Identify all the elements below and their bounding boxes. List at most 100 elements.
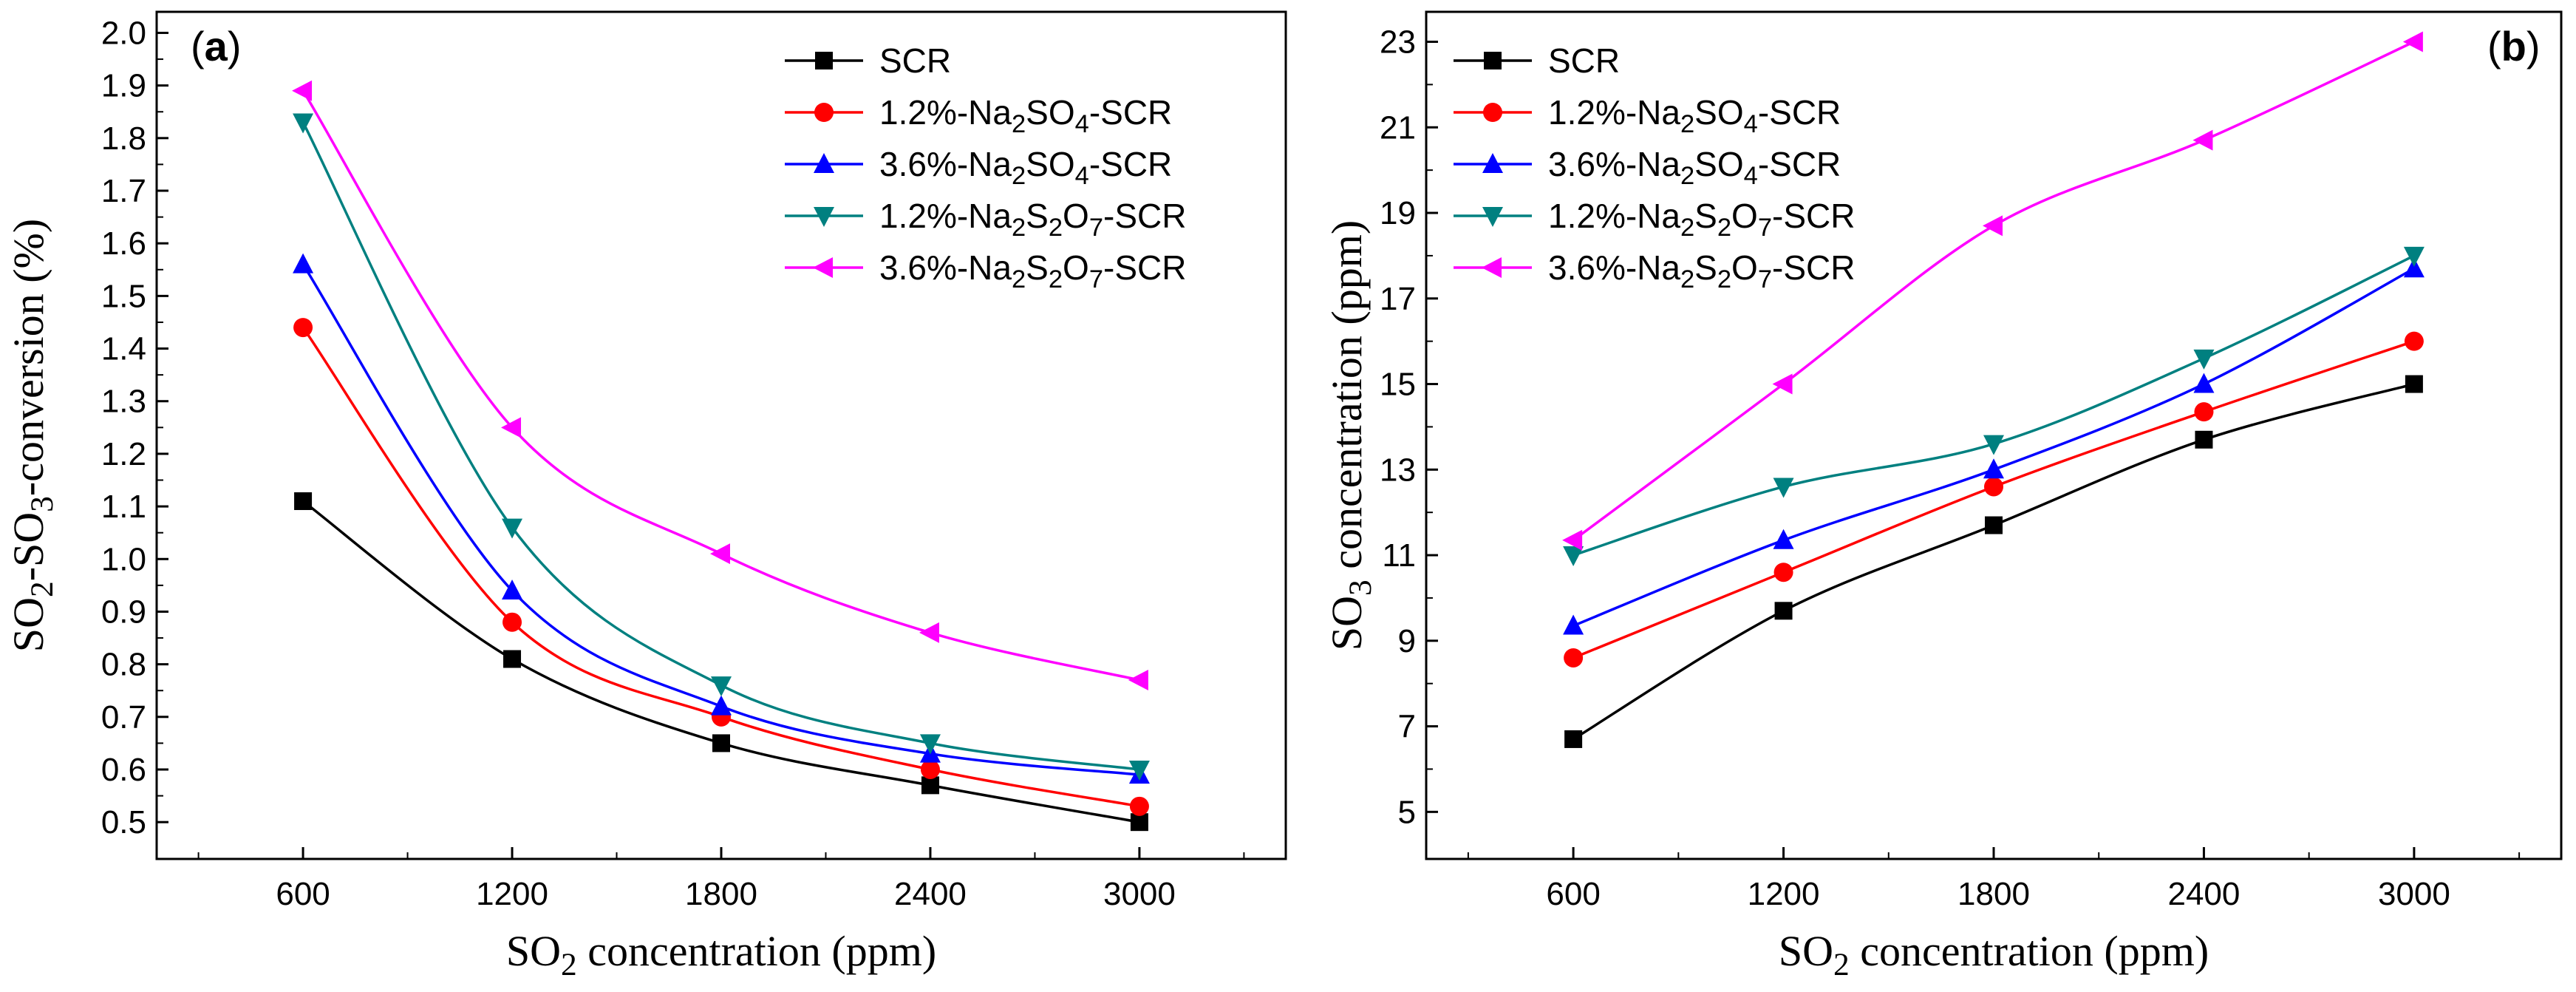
y-tick-label: 23 [1380,24,1416,61]
data-point [2192,129,2213,151]
data-point [1985,516,2003,534]
data-point [2195,430,2213,449]
data-point [1564,730,1583,748]
legend-label: 1.2%-Na2SO4-SCR [1548,93,1841,138]
legend-label-subscript: 2 [1012,214,1026,242]
legend-label-part: -SCR [1772,248,1855,287]
data-point [1129,796,1149,816]
y-axis-title-part: SO [1323,596,1371,650]
data-point [293,113,314,134]
legend-label-part: 3.6%-Na [1548,248,1680,287]
legend-label-part: S [1026,248,1049,287]
y-axis-title-part: -SO [4,512,52,581]
data-point [711,695,732,716]
data-point [1128,669,1148,690]
legend-label: 1.2%-Na2S2O7-SCR [879,197,1186,242]
legend-label-subscript: 4 [1744,110,1758,138]
legend-label-part: -SCR [1103,197,1186,235]
panel-label: (a) [191,23,241,69]
series-line [301,263,1140,776]
data-point [711,676,732,697]
legend-label-subscript: 4 [1744,162,1758,190]
y-tick-label: 0.5 [101,804,146,840]
legend-label-part: O [1731,248,1758,287]
y-tick-label: 1.8 [101,120,146,157]
legend-item-Na2S2O7_1.2: 1.2%-Na2S2O7-SCR [785,197,1186,242]
data-point [2402,31,2423,52]
data-point [1774,602,1793,620]
panel-label-paren: ( [191,23,205,69]
legend-marker [814,207,834,227]
legend-label-part: SCR [1548,41,1620,80]
data-point [2403,257,2425,278]
data-point [1772,373,1793,395]
legend-label: 1.2%-Na2S2O7-SCR [1548,197,1855,242]
y-axis-title: SO3 concentration (ppm) [1323,220,1378,650]
data-point [1773,478,1794,498]
data-point [293,318,313,338]
data-point [1983,215,2003,237]
legend-label-subscript: 2 [1717,214,1731,242]
data-point [502,612,522,632]
legend-label-subscript: 2 [1680,214,1694,242]
x-tick-label: 1800 [685,876,757,912]
y-tick-label: 13 [1380,452,1416,488]
legend: SCR1.2%-Na2SO4-SCR3.6%-Na2SO4-SCR1.2%-Na… [1454,41,1855,293]
x-axis-title: SO2 concentration (ppm) [506,927,936,982]
x-axis-title-part: concentration (ppm) [577,927,936,975]
y-tick-label: 1.6 [101,225,146,262]
data-point [921,776,939,795]
legend-label: 3.6%-Na2S2O7-SCR [1548,248,1855,293]
legend-label-part: -SCR [1772,197,1855,235]
data-point [710,543,730,565]
y-tick-label: 2.0 [101,15,146,51]
data-point [503,650,522,668]
y-axis-title-part: SO [4,597,52,652]
series-line [1572,340,2415,659]
legend-label-part: 1.2%-Na [879,93,1012,132]
y-tick-label: 1.2 [101,436,146,472]
x-axis-title-subscript: 2 [1833,947,1850,982]
legend-label-part: -SCR [1103,248,1186,287]
data-point [1562,529,1583,551]
x-tick-label: 3000 [2378,876,2450,912]
legend-item-SCR: SCR [785,41,951,80]
legend-item-Na2SO4_3.6: 3.6%-Na2SO4-SCR [785,145,1172,190]
legend-marker [814,153,834,173]
y-tick-label: 1.5 [101,278,146,314]
legend-marker [814,103,834,122]
data-point [712,734,730,753]
x-tick-label: 2400 [2167,876,2240,912]
data-point [2193,373,2215,393]
legend-label-part: S [1026,197,1049,235]
legend-item-Na2SO4_1.2: 1.2%-Na2SO4-SCR [1454,93,1841,138]
legend-label: 3.6%-Na2SO4-SCR [1548,145,1841,190]
legend-label-subscript: 7 [1089,265,1103,293]
data-point [1564,648,1584,667]
legend-marker [1483,103,1502,122]
panel-label-letter: a [205,23,228,69]
legend-label-subscript: 2 [1012,265,1026,293]
legend-label-part: 1.2%-Na [1548,93,1680,132]
data-point [502,518,523,539]
y-tick-label: 0.9 [101,594,146,630]
legend-label-part: O [1063,248,1089,287]
x-axis-title-part: concentration (ppm) [1850,927,2209,975]
data-point [2193,349,2215,370]
series-line [301,121,1140,771]
y-tick-label: 5 [1398,794,1416,830]
series-Na2SO4_3.6 [1563,257,2425,635]
legend: SCR 1.2%-Na2SO4-SCR 3.6%-Na2SO4-SCR 1.2%-Na… [785,41,1186,293]
data-point [920,759,940,779]
data-point [919,734,941,755]
legend-label-part: SO [1694,145,1743,183]
legend-label-subscript: 7 [1758,265,1772,293]
series-Na2S2O7_3.6 [1562,31,2423,551]
data-point [2404,331,2424,351]
legend-label-part: 3.6%-Na [879,145,1012,183]
legend-item-Na2SO4_1.2: 1.2%-Na2SO4-SCR [785,93,1172,138]
legend-label-subscript: 2 [1049,265,1063,293]
series-line [1572,254,2415,557]
legend-marker [1482,207,1503,227]
